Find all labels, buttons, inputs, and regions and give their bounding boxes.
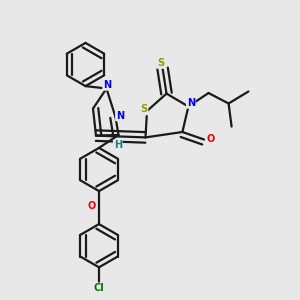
Text: S: S <box>158 58 165 68</box>
Text: N: N <box>187 98 195 108</box>
Text: Cl: Cl <box>94 283 104 293</box>
Text: N: N <box>116 110 124 121</box>
Text: H: H <box>114 140 122 151</box>
Text: N: N <box>103 80 111 90</box>
Text: O: O <box>87 201 96 211</box>
Text: O: O <box>206 134 215 144</box>
Text: S: S <box>140 104 148 115</box>
